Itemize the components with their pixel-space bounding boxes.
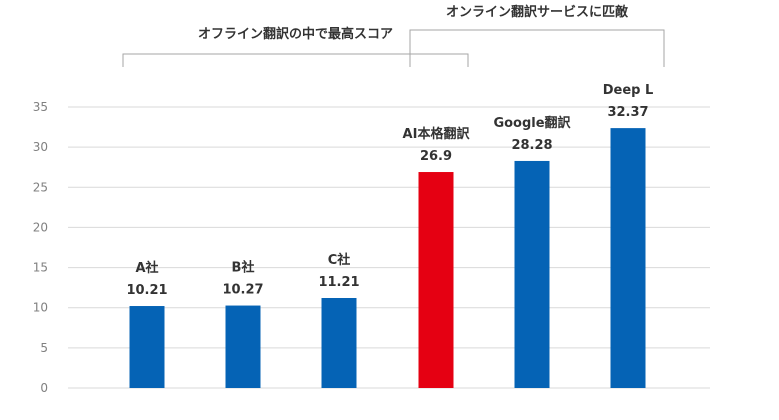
bar-value-label: 10.27 [222, 283, 263, 298]
bar [514, 160, 550, 388]
bar [610, 128, 646, 388]
bar [225, 305, 261, 388]
y-tick-label: 20 [33, 220, 48, 234]
bar [129, 306, 165, 388]
y-tick-label: 10 [33, 301, 48, 315]
bar-category-label: C社 [328, 252, 351, 268]
y-tick-label: 0 [40, 381, 48, 395]
bars [129, 128, 646, 388]
bar-category-label: A社 [135, 260, 158, 276]
y-tick-label: 25 [33, 180, 48, 194]
bar-category-label: B社 [232, 260, 255, 276]
bar-value-label: 32.37 [607, 105, 648, 120]
annotation-bracket [409, 29, 665, 67]
y-axis-tick-labels: 0 5 10 15 20 25 30 35 [33, 100, 48, 395]
y-tick-label: 5 [40, 341, 48, 355]
bar-value-label: 11.21 [318, 275, 359, 290]
bar-category-label: Deep L [603, 83, 654, 98]
bar [321, 297, 357, 388]
annotation-bracket [122, 53, 469, 67]
bar-category-label: Google翻訳 [493, 115, 571, 131]
bar-value-label: 26.9 [420, 149, 452, 164]
y-tick-label: 15 [33, 261, 48, 275]
annotation-brackets: オフライン翻訳の中で最高スコア オンライン翻訳サービスに匹敵 [122, 4, 665, 67]
y-tick-label: 35 [33, 100, 48, 114]
bar [418, 172, 454, 388]
annotation-label: オフライン翻訳の中で最高スコア [198, 26, 393, 42]
gridlines [68, 106, 710, 389]
annotation-label: オンライン翻訳サービスに匹敵 [446, 4, 629, 20]
bar-value-label: 10.21 [126, 283, 167, 298]
y-tick-label: 30 [33, 140, 48, 154]
bar-category-label: AI本格翻訳 [403, 126, 471, 142]
bar-labels: A社 10.21 B社 10.27 C社 11.21 AI本格翻訳 26.9 Google翻訳 2… [126, 83, 653, 298]
bar-value-label: 28.28 [511, 138, 552, 153]
